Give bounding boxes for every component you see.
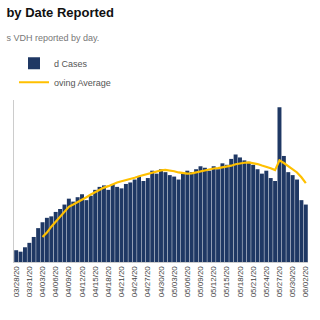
svg-text:05/21/20: 05/21/20: [249, 266, 258, 298]
svg-text:05/12/20: 05/12/20: [209, 266, 218, 298]
svg-text:04/15/20: 04/15/20: [91, 266, 100, 298]
svg-text:04/06/20: 04/06/20: [51, 266, 60, 298]
svg-text:05/27/20: 05/27/20: [275, 266, 284, 298]
svg-text:04/12/20: 04/12/20: [78, 266, 87, 298]
svg-text:03/28/20: 03/28/20: [12, 266, 21, 298]
svg-text:06/02/20: 06/02/20: [301, 266, 310, 298]
svg-text:04/18/20: 04/18/20: [104, 266, 113, 298]
svg-text:by Date Reported: by Date Reported: [6, 5, 114, 20]
svg-text:04/09/20: 04/09/20: [64, 266, 73, 298]
svg-text:04/03/20: 04/03/20: [38, 266, 47, 298]
svg-text:05/03/20: 05/03/20: [170, 266, 179, 298]
svg-text:04/24/20: 04/24/20: [130, 266, 139, 298]
svg-text:04/27/20: 04/27/20: [143, 266, 152, 298]
svg-text:04/21/20: 04/21/20: [117, 266, 126, 298]
svg-text:05/06/20: 05/06/20: [183, 266, 192, 298]
svg-text:05/24/20: 05/24/20: [262, 266, 271, 298]
svg-text:05/18/20: 05/18/20: [236, 266, 245, 298]
svg-text:d Cases: d Cases: [54, 59, 88, 69]
svg-text:s VDH reported by day.: s VDH reported by day.: [6, 33, 99, 43]
svg-text:oving Average: oving Average: [54, 78, 111, 88]
svg-text:05/15/20: 05/15/20: [222, 266, 231, 298]
svg-text:03/31/20: 03/31/20: [25, 266, 34, 298]
svg-text:04/30/20: 04/30/20: [157, 266, 166, 298]
svg-text:05/30/20: 05/30/20: [288, 266, 297, 298]
svg-text:05/09/20: 05/09/20: [196, 266, 205, 298]
